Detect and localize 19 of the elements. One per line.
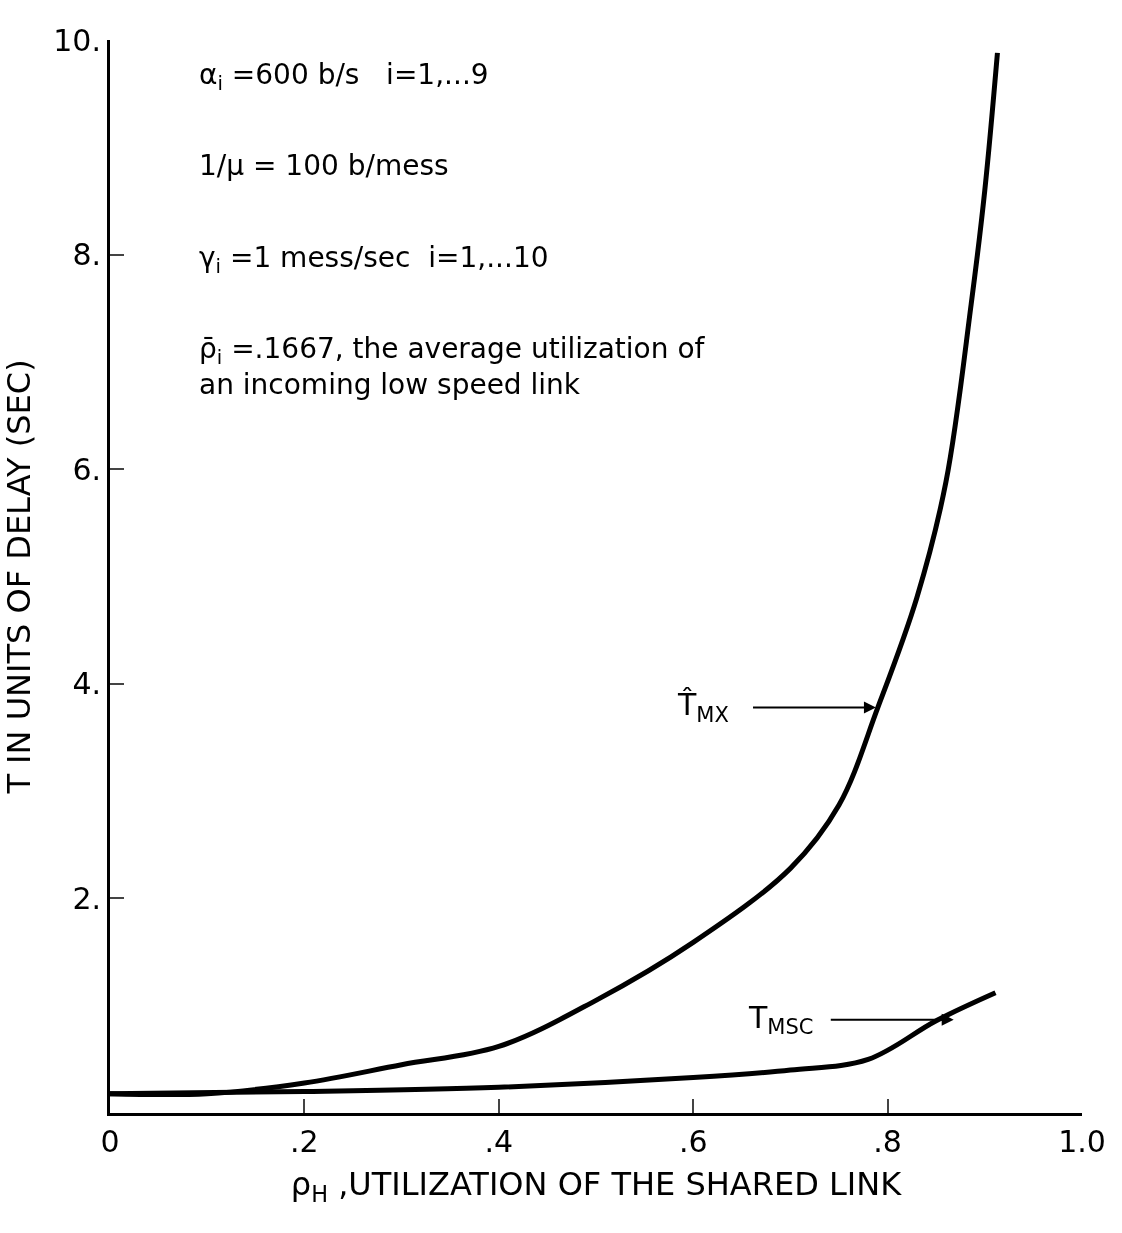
annotation: T$_{MSC}$ <box>748 1000 814 1040</box>
x-tick-label: 0 <box>100 1124 120 1159</box>
y-tick-label: 4. <box>72 666 101 702</box>
x-tick-label: .6 <box>678 1124 708 1159</box>
annotation: ρ̄$_{i}$ =.1667, the average utilization of an incoming low speed link <box>199 332 706 402</box>
y-tick-label: 10. <box>53 22 101 58</box>
annotation: 1/μ = 100 b/mess <box>199 149 449 182</box>
annotation: α$_{i}$ =600 b/s i=1,...9 <box>199 58 489 95</box>
y-axis-title: T IN UNITS OF DELAY (SEC) <box>0 359 38 795</box>
y-tick-label: 6. <box>72 451 101 487</box>
x-axis-title: ρ$_{H}$ ,UTILIZATION OF THE SHARED LINK <box>290 1164 903 1207</box>
annotation: T̂$_{MX}$ <box>677 687 729 727</box>
x-tick-label: .4 <box>484 1124 514 1159</box>
y-tick-label: 8. <box>72 237 101 273</box>
annotation: γ$_{i}$ =1 mess/sec i=1,...10 <box>199 241 549 278</box>
y-tick-label: 2. <box>72 880 101 916</box>
x-tick-label: 1.0 <box>1058 1124 1106 1159</box>
x-tick-label: .2 <box>290 1124 319 1159</box>
x-tick-label: .8 <box>873 1124 902 1159</box>
